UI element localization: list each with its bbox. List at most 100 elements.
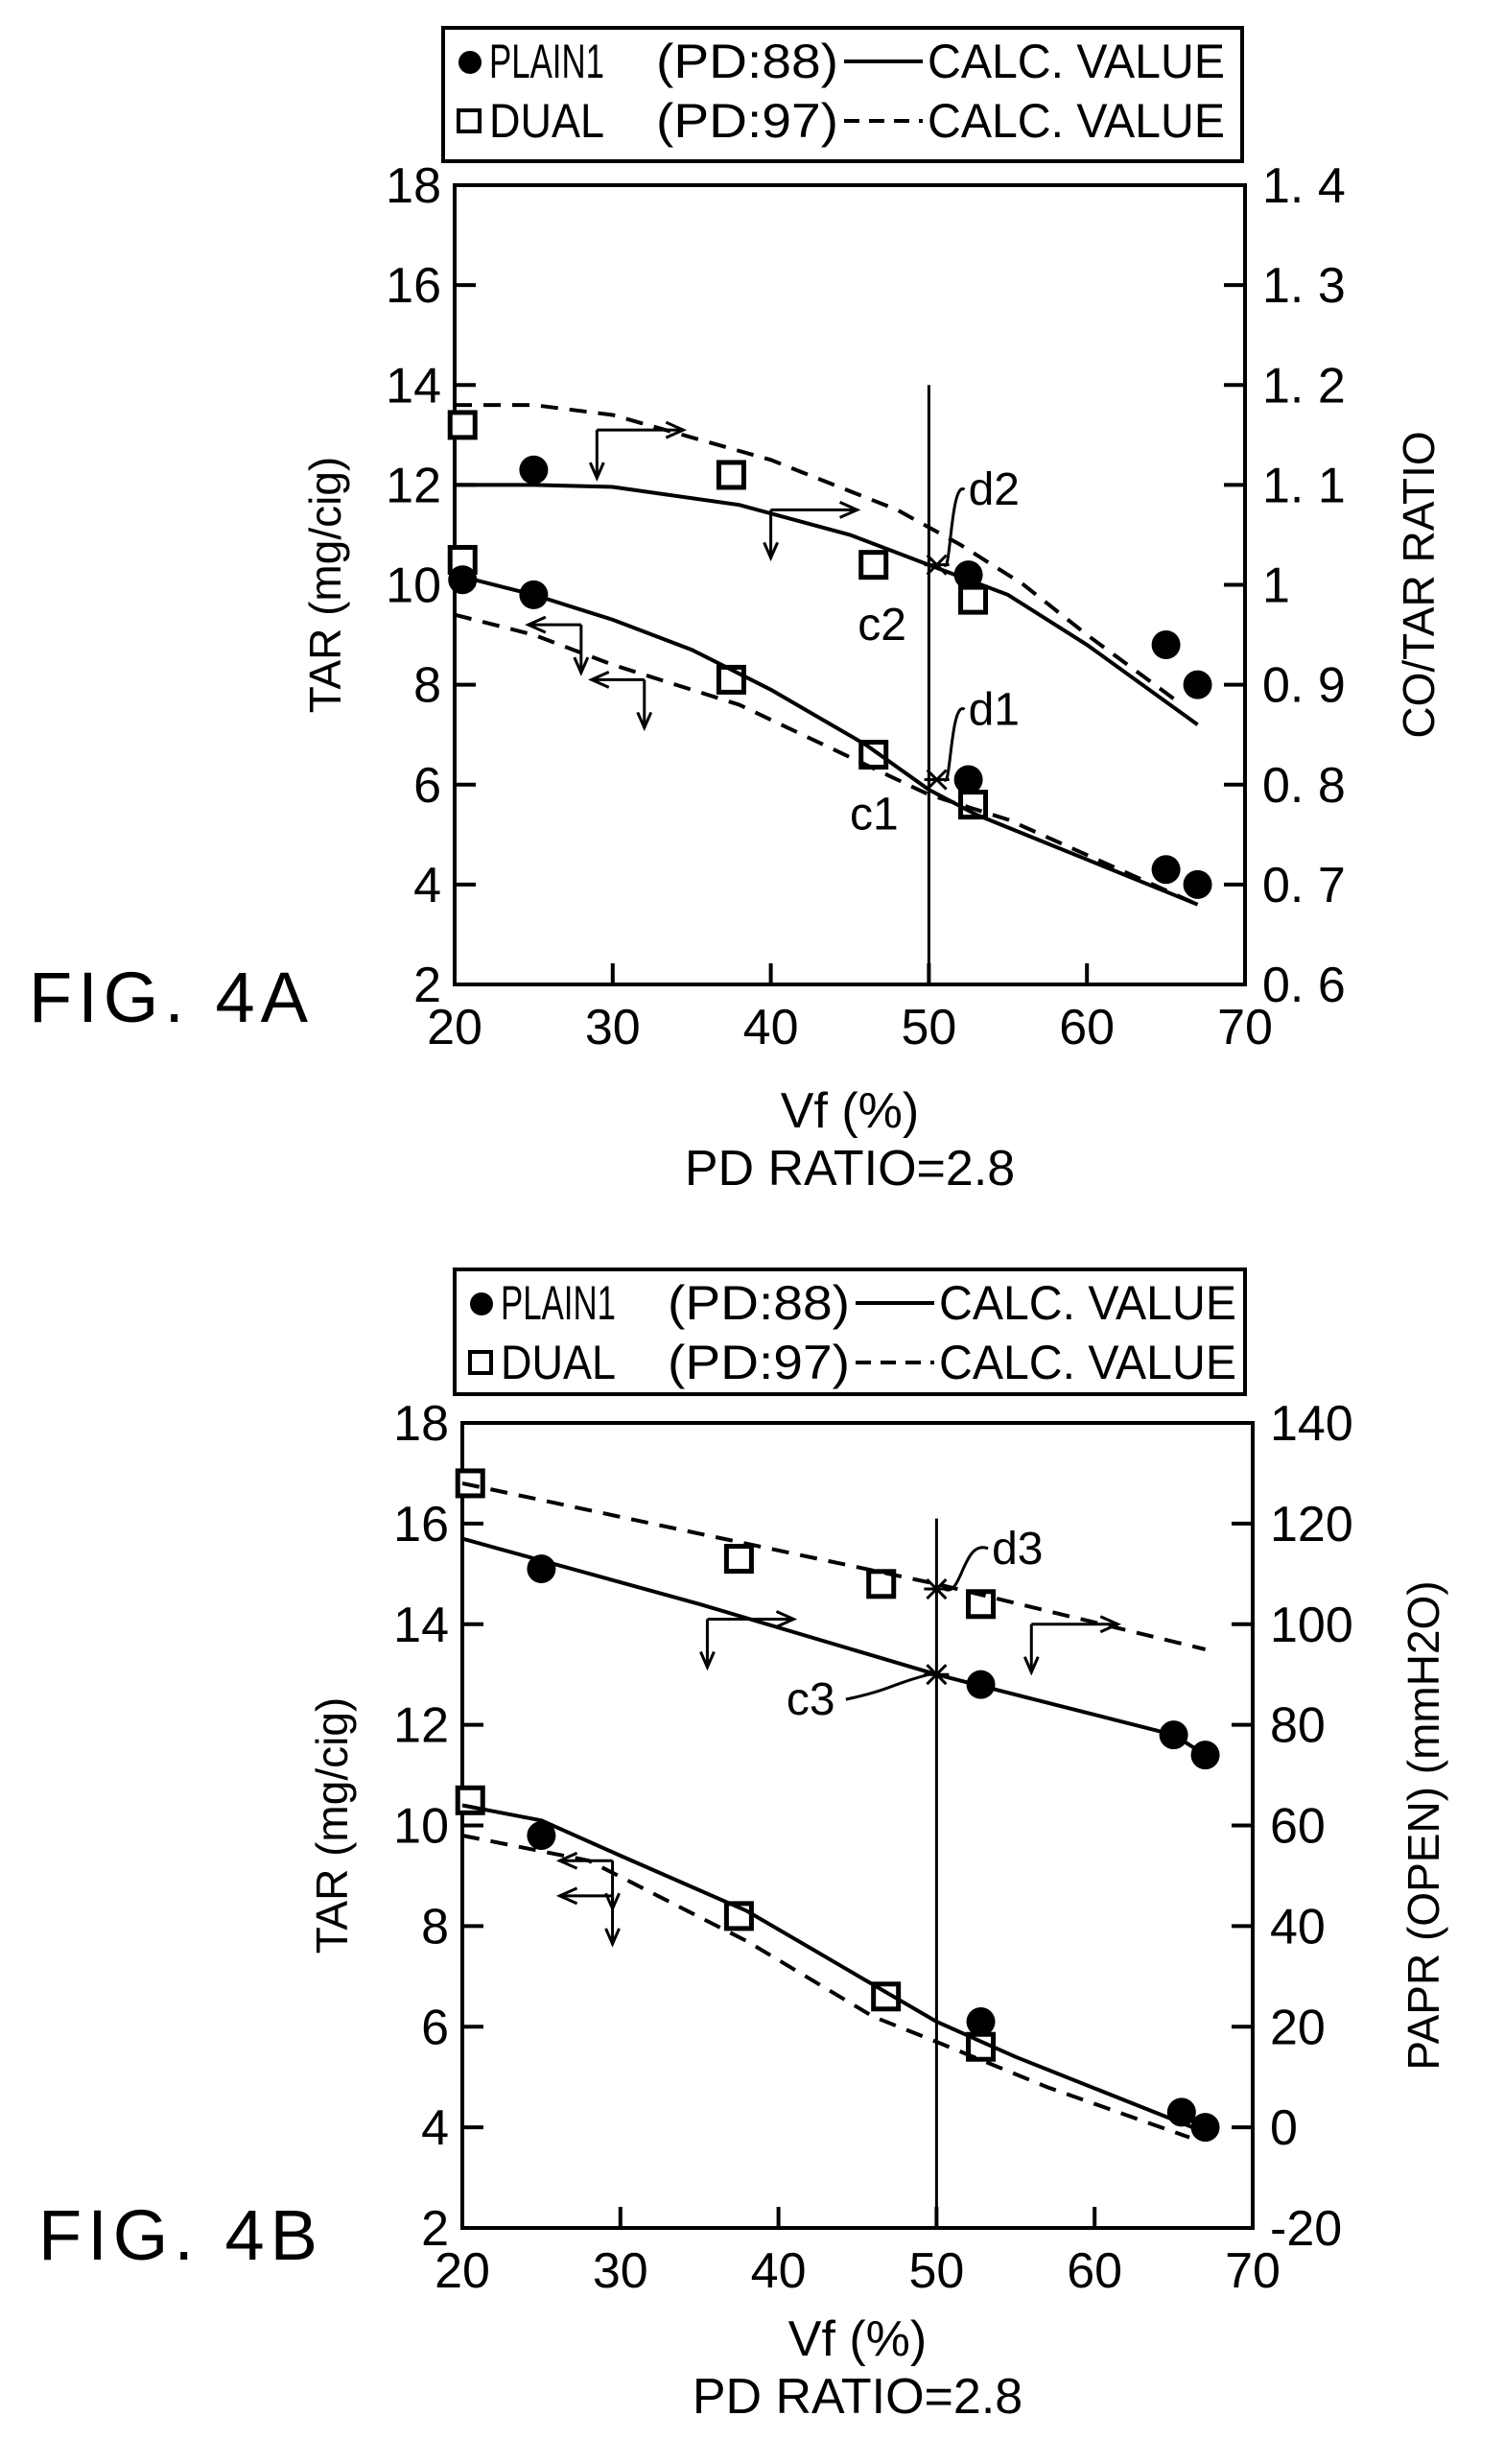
- y-right-tick-label: 1. 2: [1262, 358, 1346, 414]
- series-line-5: [454, 612, 1199, 907]
- y-tick-label: 14: [386, 358, 441, 414]
- legend-series-name: PLAIN1: [489, 35, 604, 88]
- legend-calc-label: CALC. VALUE: [939, 1276, 1236, 1330]
- arrowhead-icon: [573, 656, 590, 676]
- y-tick-label: 16: [393, 1497, 449, 1552]
- arrowhead-icon: [665, 420, 688, 439]
- legend-pd: (PD:97): [668, 1336, 850, 1389]
- data-point-circle: [1183, 670, 1212, 699]
- arrowhead-icon: [1099, 1615, 1121, 1634]
- legend-pd: (PD:97): [656, 94, 838, 148]
- leader-line: [943, 707, 966, 782]
- y-right-tick-label: 100: [1270, 1598, 1353, 1653]
- x-axis-title: Vf (%): [788, 2311, 927, 2367]
- legend: PLAIN1 (PD:88) CALC. VALUE DUAL (PD:97) CALC.…: [453, 1268, 1247, 1396]
- y-right-tick-label: 20: [1270, 2000, 1326, 2055]
- data-point-circle: [448, 565, 478, 595]
- y-right-tick-label: 0: [1270, 2100, 1298, 2156]
- leader-line: [845, 1672, 929, 1701]
- y-right-tick-label: 0. 7: [1262, 858, 1346, 913]
- legend-pd: (PD:88): [656, 35, 838, 88]
- arrowhead-icon: [604, 1928, 621, 1948]
- legend-series-name: DUAL: [489, 94, 604, 148]
- x-tick-label: 50: [901, 1000, 956, 1055]
- annotation-label: c3: [787, 1674, 835, 1725]
- annotation-label: c1: [850, 790, 899, 841]
- arrowhead-icon: [525, 615, 547, 634]
- data-point-circle: [519, 455, 549, 485]
- open-square-marker-icon: [457, 108, 482, 133]
- y-tick-label: 12: [393, 1698, 449, 1754]
- data-point-circle: [1190, 2113, 1220, 2143]
- arrowhead-icon: [763, 541, 779, 562]
- series-line-4: [454, 573, 1199, 907]
- x-tick-label: 40: [751, 2243, 807, 2299]
- leader-line: [943, 1546, 989, 1592]
- data-point-square: [447, 410, 478, 440]
- y-tick-label: 16: [386, 258, 441, 314]
- y-tick-label: 8: [421, 1899, 449, 1955]
- chart-4b: PLAIN1 (PD:88) CALC. VALUE DUAL (PD:97) CALC.…: [38, 1268, 1448, 2425]
- x-tick-label: 40: [743, 1000, 799, 1055]
- annotation-label: d3: [992, 1524, 1043, 1575]
- legend-box: [441, 26, 1244, 163]
- y-right-tick-label: 1: [1262, 558, 1290, 614]
- legend-calc-label: CALC. VALUE: [939, 1336, 1236, 1389]
- arrowhead-icon: [838, 501, 861, 519]
- y-tick-label: 6: [413, 758, 441, 814]
- y-right-tick-label: 120: [1270, 1497, 1353, 1552]
- open-square-marker-icon: [468, 1350, 493, 1375]
- data-point-circle: [1151, 855, 1181, 885]
- data-point-square: [716, 664, 746, 695]
- data-point-circle: [1151, 629, 1181, 659]
- arrowhead-icon: [555, 1851, 578, 1870]
- y-tick-label: 6: [421, 2000, 449, 2055]
- y-axis-title: TAR (mg/cig): [307, 1697, 357, 1955]
- x-tick-label: 60: [1067, 2243, 1122, 2299]
- legend-entry: DUAL (PD:97) CALC. VALUE: [457, 94, 1225, 148]
- annotation-label: d2: [969, 464, 1020, 515]
- leader-line: [943, 487, 966, 567]
- pd-ratio-caption: PD RATIO=2.8: [693, 2369, 1022, 2425]
- y-right-tick-label: 1. 3: [1262, 258, 1346, 314]
- series-line-4: [461, 1803, 1207, 2135]
- legend-series-name: DUAL: [501, 1336, 616, 1389]
- legend-calc-label: CALC. VALUE: [928, 94, 1225, 148]
- x-tick-label: 50: [908, 2243, 964, 2299]
- legend: PLAIN1 (PD:88) CALC. VALUE DUAL (PD:97) CALC.…: [441, 26, 1244, 163]
- legend-calc-label: CALC. VALUE: [928, 35, 1225, 88]
- y-right-tick-label: 60: [1270, 1799, 1326, 1855]
- y-right-tick-label: -20: [1270, 2201, 1342, 2257]
- filled-circle-marker-icon: [470, 1292, 493, 1315]
- annotation-label: d1: [969, 684, 1020, 735]
- y-right-tick-label: 40: [1270, 1899, 1326, 1955]
- legend-series-name: PLAIN1: [501, 1276, 616, 1330]
- y-right-tick-label: 80: [1270, 1698, 1326, 1754]
- x-tick-label: 70: [1217, 1000, 1273, 1055]
- series-line-7: [461, 1481, 1207, 1651]
- legend-entry: PLAIN1 (PD:88) CALC. VALUE: [470, 1276, 1236, 1330]
- plot-frame: [453, 183, 1247, 986]
- data-point-circle: [966, 2007, 996, 2037]
- x-tick-label: 30: [593, 2243, 648, 2299]
- x-tick-label: 60: [1059, 1000, 1115, 1055]
- figure-label: FIG. 4B: [38, 2195, 323, 2275]
- annotation-label: c2: [858, 600, 906, 651]
- legend-box: [453, 1268, 1247, 1396]
- x-tick-label: 20: [427, 1000, 482, 1055]
- y-right-axis-title: CO/TAR RATIO: [1394, 431, 1444, 738]
- y-right-axis-title: PAPR (OPEN) (mmH2O): [1398, 1580, 1448, 2070]
- x-tick-label: 70: [1225, 2243, 1281, 2299]
- figure-label: FIG. 4A: [29, 958, 314, 1037]
- y-tick-label: 10: [386, 558, 441, 614]
- y-right-tick-label: 0. 8: [1262, 758, 1346, 814]
- y-tick-label: 4: [413, 858, 441, 913]
- data-point-square: [716, 460, 746, 490]
- y-right-tick-label: 0. 9: [1262, 658, 1346, 714]
- legend-entry: DUAL (PD:97) CALC. VALUE: [468, 1336, 1236, 1389]
- data-point-square: [966, 1589, 997, 1620]
- data-point-square: [858, 550, 889, 580]
- x-tick-label: 20: [435, 2243, 490, 2299]
- pd-ratio-caption: PD RATIO=2.8: [685, 1141, 1015, 1196]
